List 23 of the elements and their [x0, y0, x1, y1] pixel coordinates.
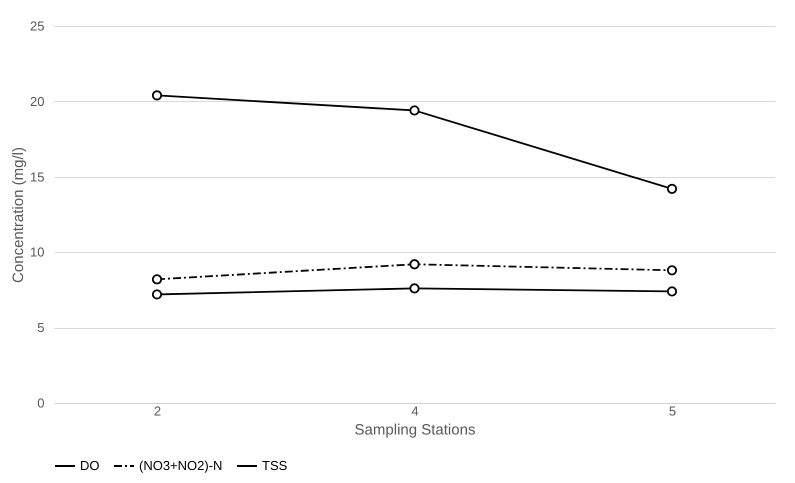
x-tick-label: 5 [668, 404, 676, 418]
point [666, 286, 678, 296]
y-tick-label: 25 [30, 18, 44, 34]
x-tick-label: 2 [154, 404, 162, 418]
point [152, 90, 162, 100]
legend-label: TSS [262, 458, 288, 473]
point [152, 274, 162, 284]
x-axis-title: Sampling Stations [354, 422, 476, 438]
y-tick-label: 10 [30, 244, 44, 260]
legend-label: DO [80, 458, 100, 473]
point [409, 259, 420, 270]
y-tick-label: 20 [30, 94, 44, 109]
legend-label: (NO3+NO2)-N [139, 458, 222, 473]
point [152, 289, 162, 300]
y-axis-title: Concentration (mg/l) [10, 147, 28, 283]
point [409, 105, 420, 116]
x-tick-label: 4 [411, 404, 419, 418]
point [409, 283, 420, 294]
y-tick-label: 15 [30, 169, 44, 184]
y-tick-label: 0 [37, 396, 44, 410]
y-tick-label: 5 [37, 320, 44, 336]
point [666, 184, 678, 194]
point [666, 265, 678, 276]
